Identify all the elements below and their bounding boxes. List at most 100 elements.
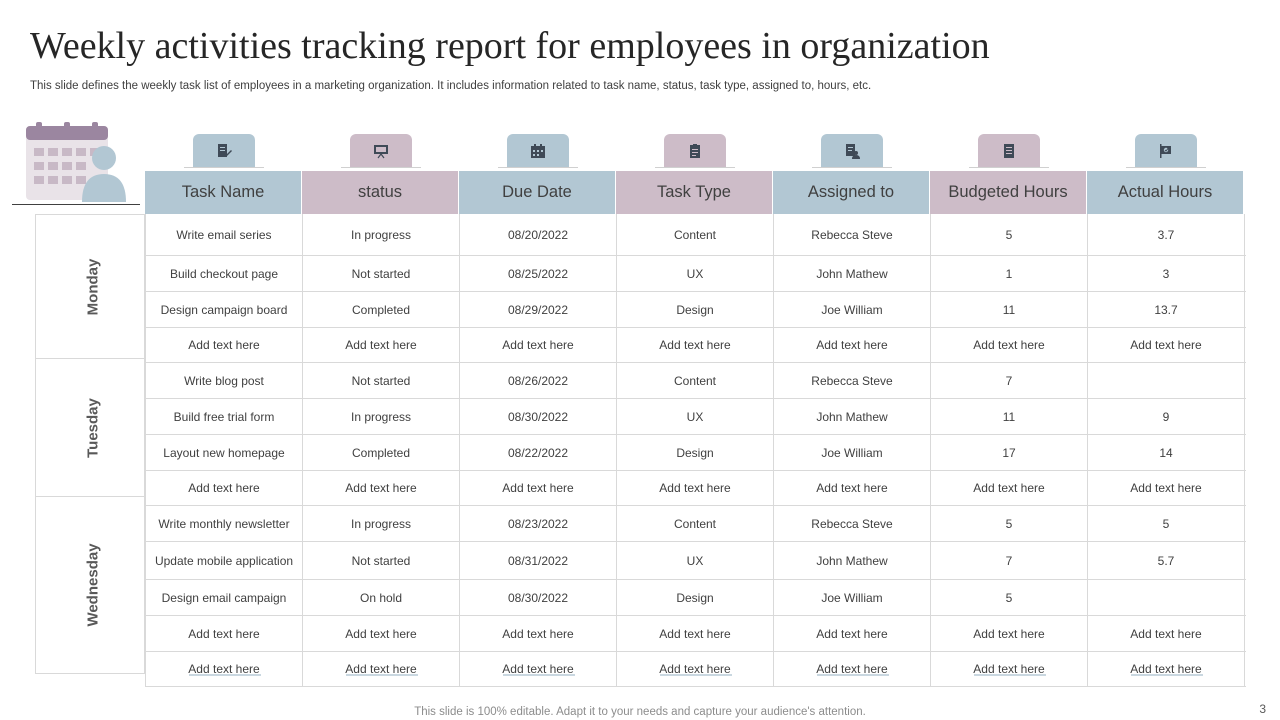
status-cell: Not started bbox=[303, 256, 460, 291]
status-cell: On hold bbox=[303, 580, 460, 615]
column-header-budgeted-hours: Budgeted Hours bbox=[930, 171, 1087, 214]
due-date-cell: 08/30/2022 bbox=[460, 399, 617, 434]
task-type-cell: Add text here bbox=[617, 471, 774, 505]
status-cell: In progress bbox=[303, 214, 460, 255]
task-name-cell: Add text here bbox=[146, 652, 303, 686]
assigned-to-cell: Joe William bbox=[774, 292, 931, 327]
task-name-cell: Design email campaign bbox=[146, 580, 303, 615]
page-subtitle: This slide defines the weekly task list … bbox=[30, 80, 872, 92]
task-type-cell: UX bbox=[617, 399, 774, 434]
assigned-to-cell: John Mathew bbox=[774, 542, 931, 579]
table-row: Add text here Add text here Add text here A… bbox=[146, 616, 1246, 652]
budgeted-hours-cell: 5 bbox=[931, 506, 1088, 541]
assigned-to-cell: Rebecca Steve bbox=[774, 363, 931, 398]
table-row: Update mobile application Not started 08/3… bbox=[146, 542, 1246, 580]
actual-hours-cell: Add text here bbox=[1088, 652, 1245, 686]
task-name-cell: Update mobile application bbox=[146, 542, 303, 579]
status-cell: Add text here bbox=[303, 616, 460, 651]
calendar-person-icon bbox=[26, 122, 126, 202]
day-label-monday: Monday bbox=[84, 258, 102, 315]
footer-note: This slide is 100% editable. Adapt it to… bbox=[414, 706, 866, 718]
due-date-cell: 08/31/2022 bbox=[460, 542, 617, 579]
budgeted-hours-cell: 5 bbox=[931, 214, 1088, 255]
table-row: Layout new homepage Completed 08/22/2022 De… bbox=[146, 435, 1246, 471]
document-edit-icon bbox=[193, 134, 255, 167]
table-row: Build checkout page Not started 08/25/2022… bbox=[146, 256, 1246, 292]
task-name-cell: Write blog post bbox=[146, 363, 303, 398]
budgeted-hours-cell: Add text here bbox=[931, 652, 1088, 686]
budgeted-hours-cell: 1 bbox=[931, 256, 1088, 291]
budgeted-hours-cell: Add text here bbox=[931, 471, 1088, 505]
table-row: Add text here Add text here Add text here A… bbox=[146, 652, 1246, 687]
assigned-to-cell: Joe William bbox=[774, 580, 931, 615]
status-cell: Completed bbox=[303, 435, 460, 470]
table-row: Write email series In progress 08/20/2022 C… bbox=[146, 214, 1246, 256]
due-date-cell: 08/22/2022 bbox=[460, 435, 617, 470]
assigned-to-cell: John Mathew bbox=[774, 256, 931, 291]
task-name-cell: Add text here bbox=[146, 616, 303, 651]
task-name-cell: Build free trial form bbox=[146, 399, 303, 434]
day-group-wednesday: Wednesday bbox=[35, 496, 145, 674]
actual-hours-cell bbox=[1088, 363, 1245, 398]
table-row: Build free trial form In progress 08/30/20… bbox=[146, 399, 1246, 435]
column-header-actual-hours: Actual Hours bbox=[1087, 171, 1244, 214]
calendar-underline bbox=[12, 204, 140, 205]
budgeted-hours-cell: 11 bbox=[931, 399, 1088, 434]
assigned-to-cell: Add text here bbox=[774, 328, 931, 362]
actual-hours-cell: 3.7 bbox=[1088, 214, 1245, 255]
due-date-cell: 08/20/2022 bbox=[460, 214, 617, 255]
task-type-cell: Add text here bbox=[617, 652, 774, 686]
status-cell: Not started bbox=[303, 542, 460, 579]
assigned-to-cell: Add text here bbox=[774, 616, 931, 651]
actual-hours-cell: Add text here bbox=[1088, 471, 1245, 505]
task-type-cell: Design bbox=[617, 580, 774, 615]
status-cell: Completed bbox=[303, 292, 460, 327]
column-header-task-type: Task Type bbox=[616, 171, 773, 214]
task-type-cell: Content bbox=[617, 506, 774, 541]
budgeted-hours-cell: Add text here bbox=[931, 616, 1088, 651]
assigned-to-cell: Rebecca Steve bbox=[774, 506, 931, 541]
due-date-cell: 08/23/2022 bbox=[460, 506, 617, 541]
signboard-icon bbox=[1135, 134, 1197, 167]
status-cell: Add text here bbox=[303, 471, 460, 505]
assigned-to-cell: Add text here bbox=[774, 652, 931, 686]
due-date-cell: Add text here bbox=[460, 471, 617, 505]
task-type-cell: UX bbox=[617, 256, 774, 291]
table-row: Design email campaign On hold 08/30/2022 De… bbox=[146, 580, 1246, 616]
task-type-cell: UX bbox=[617, 542, 774, 579]
actual-hours-cell: 5.7 bbox=[1088, 542, 1245, 579]
status-cell: Add text here bbox=[303, 652, 460, 686]
assigned-to-cell: Add text here bbox=[774, 471, 931, 505]
actual-hours-cell: 9 bbox=[1088, 399, 1245, 434]
team-document-icon bbox=[821, 134, 883, 167]
table-row: Write monthly newsletter In progress 08/23… bbox=[146, 506, 1246, 542]
task-type-cell: Content bbox=[617, 363, 774, 398]
day-group-tuesday: Tuesday bbox=[35, 358, 145, 497]
budgeted-hours-cell: 11 bbox=[931, 292, 1088, 327]
page-title: Weekly activities tracking report for em… bbox=[30, 25, 990, 67]
table-row: Write blog post Not started 08/26/2022 Cont… bbox=[146, 363, 1246, 399]
due-date-cell: 08/29/2022 bbox=[460, 292, 617, 327]
task-name-cell: Build checkout page bbox=[146, 256, 303, 291]
column-header-assigned-to: Assigned to bbox=[773, 171, 930, 214]
due-date-cell: 08/30/2022 bbox=[460, 580, 617, 615]
due-date-cell: Add text here bbox=[460, 328, 617, 362]
status-cell: Not started bbox=[303, 363, 460, 398]
actual-hours-cell: 13.7 bbox=[1088, 292, 1245, 327]
task-name-cell: Write monthly newsletter bbox=[146, 506, 303, 541]
due-date-cell: Add text here bbox=[460, 652, 617, 686]
actual-hours-cell: Add text here bbox=[1088, 616, 1245, 651]
task-type-cell: Design bbox=[617, 435, 774, 470]
task-type-cell: Add text here bbox=[617, 616, 774, 651]
column-header-status: status bbox=[302, 171, 459, 214]
actual-hours-cell: 5 bbox=[1088, 506, 1245, 541]
task-name-cell: Write email series bbox=[146, 214, 303, 255]
task-type-cell: Content bbox=[617, 214, 774, 255]
budgeted-hours-cell: Add text here bbox=[931, 328, 1088, 362]
assigned-to-cell: John Mathew bbox=[774, 399, 931, 434]
column-header-task-name: Task Name bbox=[145, 171, 302, 214]
status-cell: Add text here bbox=[303, 328, 460, 362]
actual-hours-cell: 14 bbox=[1088, 435, 1245, 470]
task-type-cell: Add text here bbox=[617, 328, 774, 362]
calendar-icon bbox=[507, 134, 569, 167]
